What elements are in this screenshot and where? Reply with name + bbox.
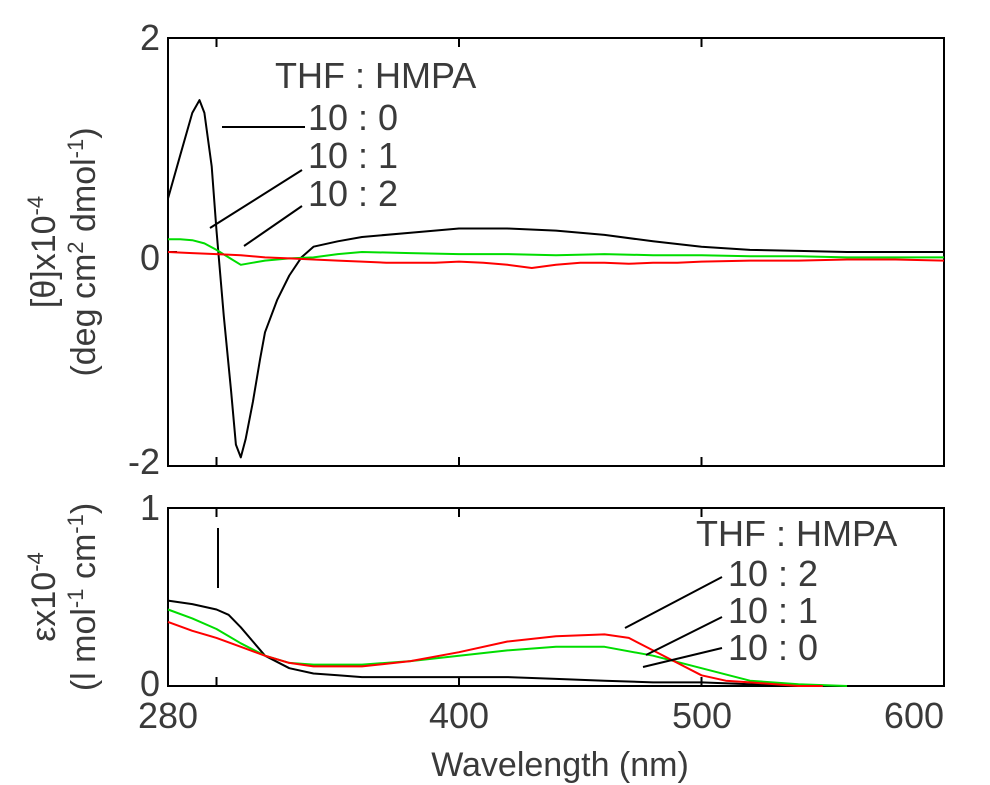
bottom-series: [167, 599, 944, 687]
bottom-y-tick-label-0: 0: [140, 663, 160, 704]
bottom-ticks: [215, 508, 703, 686]
bottom-legend-leader-10-2: [624, 576, 723, 629]
top-y-tick-label-0: 0: [140, 237, 160, 278]
bottom-series-10-1: [167, 608, 848, 687]
x-tick-label-400: 400: [429, 695, 489, 736]
bottom-y-axis-title-line1: εx10-4: [23, 552, 64, 642]
bottom-legend-header: THF : HMPA: [696, 513, 897, 554]
x-axis-title: Wavelength (nm): [431, 746, 689, 784]
top-legend-entry-10-2: 10 : 2: [308, 173, 398, 214]
bottom-y-tick-label-1: 1: [140, 487, 160, 528]
x-tick-label-500: 500: [672, 695, 732, 736]
bottom-legend-leader-10-0: [642, 647, 723, 668]
top-y-tick-label-minus-2: -2: [128, 441, 160, 482]
top-legend-entry-10-0: 10 : 0: [308, 97, 398, 138]
top-legend-leader-10-1: [209, 169, 303, 229]
bottom-legend-entry-10-0: 10 : 0: [728, 627, 818, 668]
x-tick-label-280: 280: [138, 695, 198, 736]
bottom-legend-entry-10-2: 10 : 2: [728, 553, 818, 594]
bottom-series-10-2: [167, 620, 823, 687]
top-y-tick-label-2: 2: [140, 17, 160, 58]
cd-spectrum-panel: 2 0 -2 [θ]x10-4 (deg cm2 dmol-1) THF : H…: [23, 17, 945, 482]
bottom-series-10-0: [167, 599, 944, 687]
bottom-plot-frame: [167, 507, 945, 687]
bottom-y-axis-title-line2: (l mol-1 cm-1): [63, 503, 104, 691]
top-ticks: [168, 38, 703, 466]
absorption-spectrum-panel: 1 0 280 400 500 600 Wavelength (nm) εx10…: [23, 487, 945, 784]
top-series: [167, 99, 945, 459]
top-y-axis-title-line1: [θ]x10-4: [23, 196, 64, 308]
bottom-legend-leader-10-1: [645, 616, 723, 656]
top-y-axis-title: [θ]x10-4 (deg cm2 dmol-1): [23, 127, 104, 376]
top-y-axis-title-line2: (deg cm2 dmol-1): [63, 127, 104, 376]
x-tick-label-600: 600: [884, 695, 944, 736]
top-series-10-1: [168, 238, 944, 266]
top-legend-leader-10-2: [243, 205, 303, 247]
bottom-legend-entry-10-1: 10 : 1: [728, 590, 818, 631]
bottom-y-axis-title: εx10-4 (l mol-1 cm-1): [23, 503, 104, 691]
top-legend-header: THF : HMPA: [275, 55, 476, 96]
top-legend-entry-10-1: 10 : 1: [308, 135, 398, 176]
top-series-10-0: [167, 99, 944, 459]
top-series-10-2: [167, 251, 945, 269]
